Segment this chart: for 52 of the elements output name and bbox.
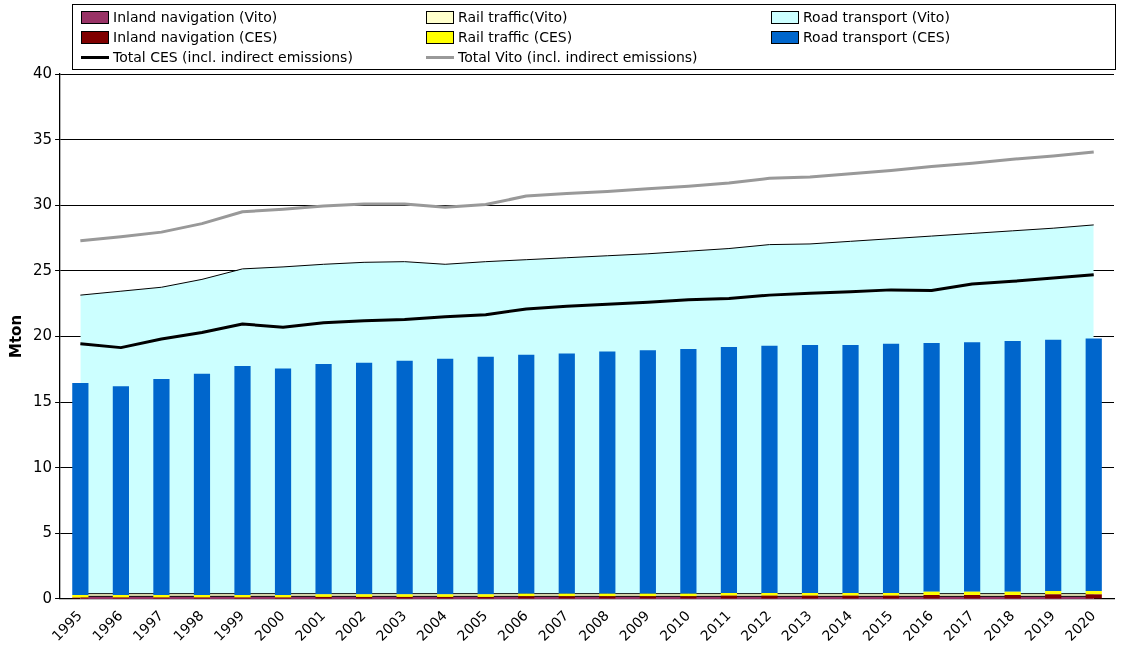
legend-label: Road transport (Vito) bbox=[803, 8, 950, 27]
legend-label: Road transport (CES) bbox=[803, 28, 951, 47]
bar bbox=[437, 358, 454, 595]
bar bbox=[923, 591, 940, 595]
bar bbox=[720, 346, 738, 594]
y-axis-title: Mton bbox=[6, 314, 25, 359]
bar bbox=[1004, 341, 1021, 592]
bar bbox=[842, 344, 859, 594]
bar bbox=[1085, 591, 1102, 595]
y-tick-label: 25 bbox=[32, 260, 53, 279]
bar bbox=[396, 360, 413, 595]
bar bbox=[964, 342, 981, 592]
legend-label: Rail traffic(Vito) bbox=[458, 8, 568, 27]
y-tick-label: 10 bbox=[32, 457, 53, 476]
bar bbox=[112, 386, 129, 595]
legend-label: Inland navigation (CES) bbox=[113, 28, 278, 47]
bar bbox=[761, 345, 778, 594]
bar bbox=[923, 343, 940, 592]
bar bbox=[1045, 591, 1062, 595]
bar bbox=[599, 351, 616, 594]
y-tick-label: 30 bbox=[32, 195, 53, 214]
y-tick-label: 20 bbox=[32, 326, 53, 345]
bar bbox=[477, 356, 494, 595]
bar bbox=[355, 362, 373, 595]
bar bbox=[680, 348, 697, 594]
bar bbox=[1045, 339, 1062, 592]
bar bbox=[1004, 591, 1021, 595]
bar bbox=[882, 343, 900, 594]
y-tick-label: 5 bbox=[42, 523, 53, 542]
bar bbox=[315, 364, 332, 595]
y-tick-label: 40 bbox=[32, 63, 53, 82]
bar bbox=[274, 368, 292, 595]
bar bbox=[964, 591, 981, 595]
bar bbox=[234, 365, 251, 595]
y-tick-label: 0 bbox=[42, 588, 53, 607]
legend-label: Total Vito (incl. indirect emissions) bbox=[458, 48, 698, 67]
bar bbox=[193, 373, 211, 595]
y-tick-label: 35 bbox=[32, 129, 53, 148]
bar bbox=[923, 594, 940, 599]
bar bbox=[1085, 338, 1102, 592]
bar bbox=[518, 354, 535, 594]
bar bbox=[72, 383, 89, 595]
bar bbox=[153, 379, 170, 595]
bar bbox=[558, 353, 575, 594]
legend-label: Inland navigation (Vito) bbox=[113, 8, 278, 27]
bar bbox=[1045, 594, 1062, 599]
legend-label: Total CES (incl. indirect emissions) bbox=[113, 48, 353, 67]
legend-label: Rail traffic (CES) bbox=[458, 28, 573, 47]
y-tick-label: 15 bbox=[32, 391, 53, 410]
bar bbox=[801, 344, 819, 594]
bar bbox=[639, 350, 656, 594]
bar bbox=[1085, 594, 1102, 599]
